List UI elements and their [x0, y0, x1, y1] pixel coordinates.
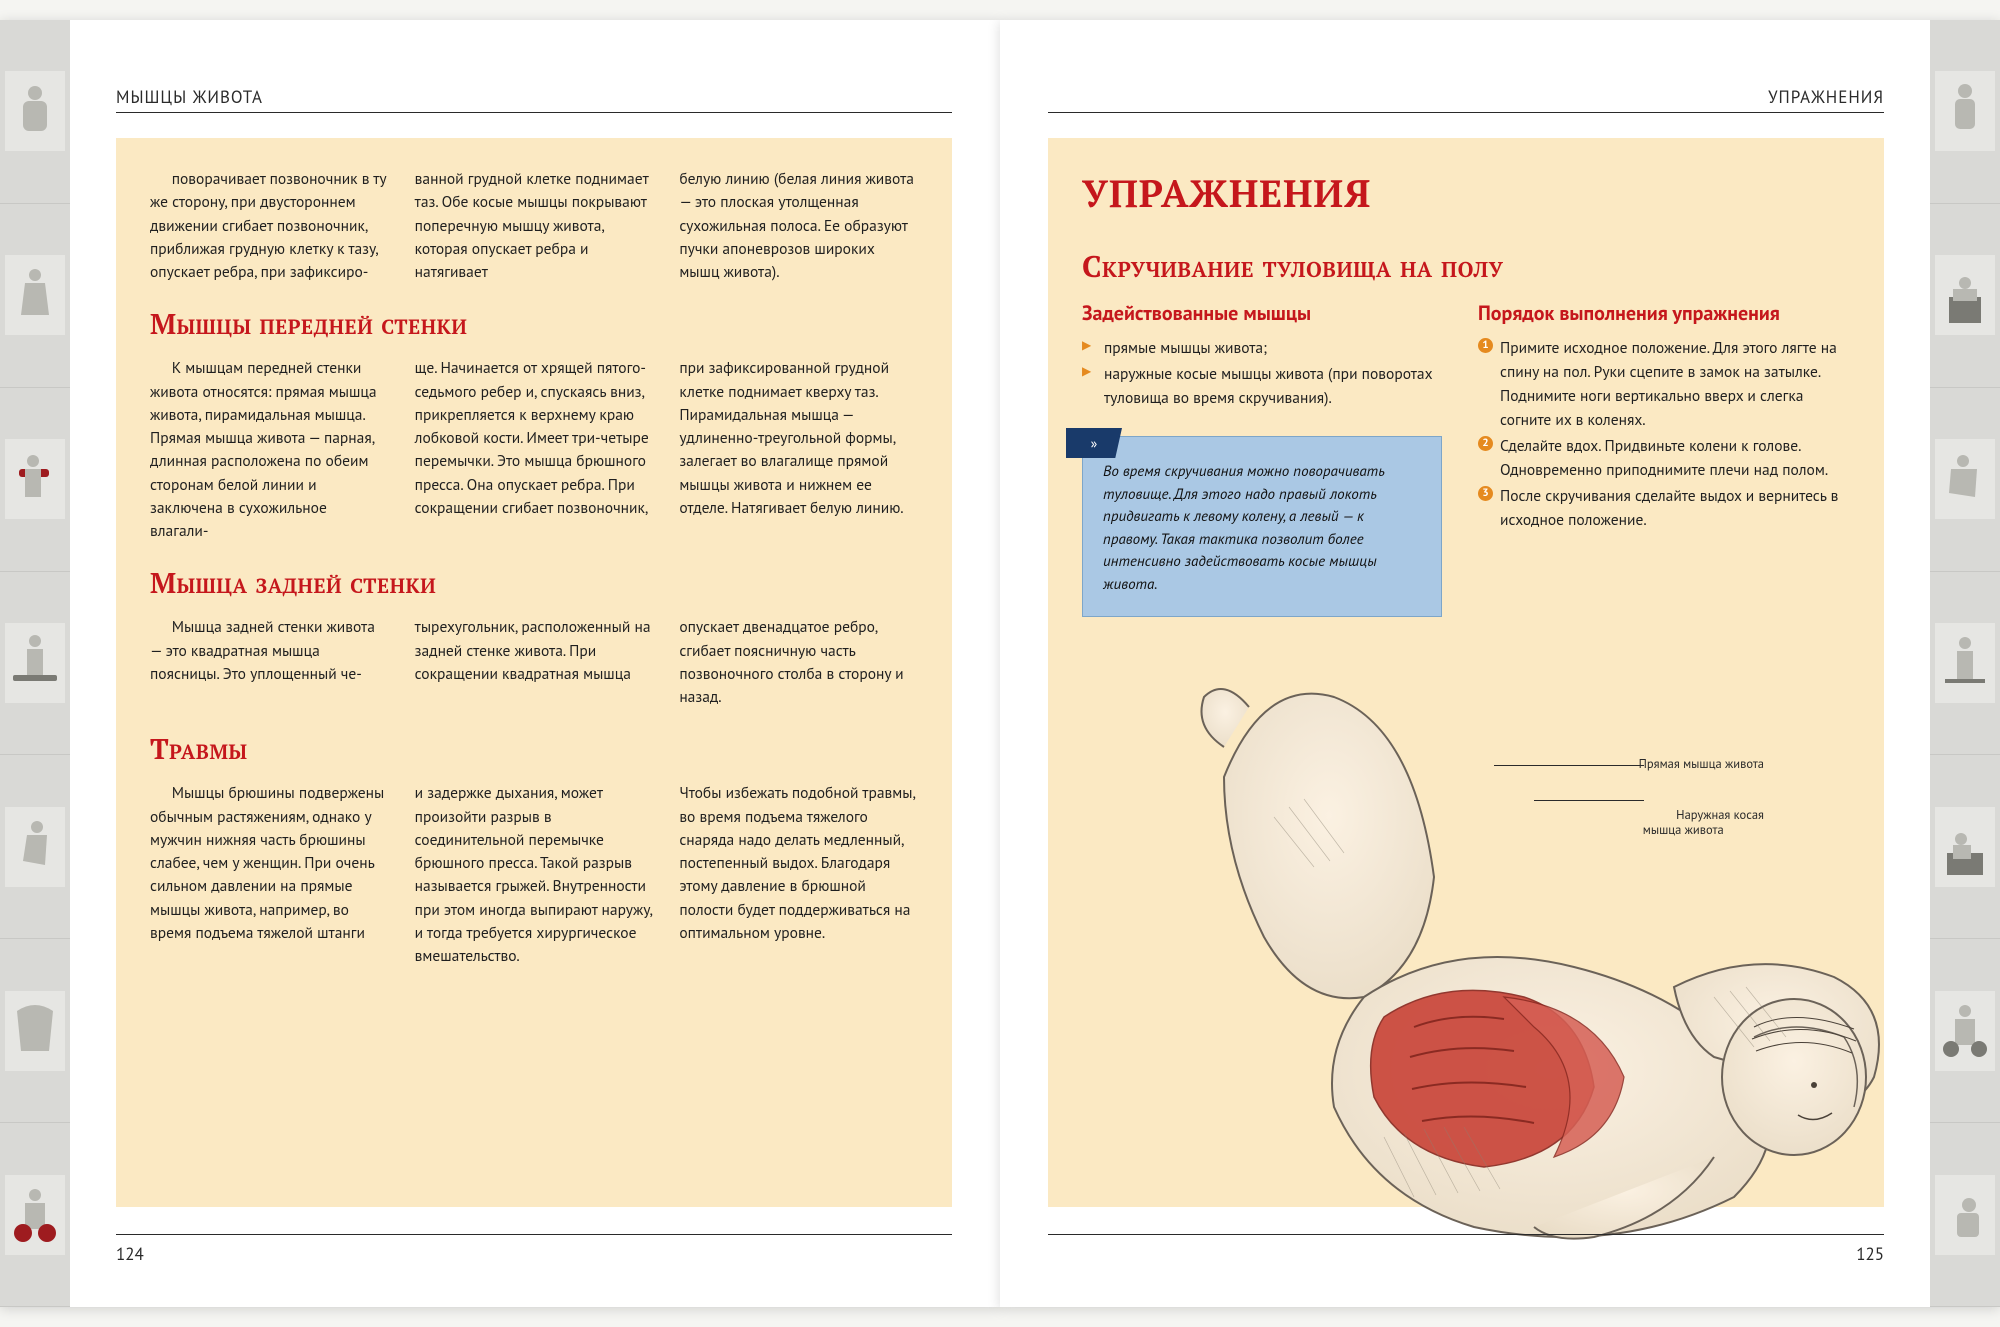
body-col: ще. Начинается от хрящей пятого-седьмого…	[415, 357, 654, 520]
callout-label: Наружная косая мышца живота	[1643, 807, 1764, 839]
thumb-strip-left	[0, 20, 70, 1307]
muscles-list: прямые мышцы живота; наружные косые мышц…	[1082, 336, 1442, 410]
sidebar-thumb	[0, 572, 70, 756]
runhead-rule	[1048, 112, 1884, 113]
muscles-heading: Задействованные мышцы	[1082, 300, 1442, 326]
page-left: МЫШЦЫ ЖИВОТА поворачивает позвоночник в …	[0, 20, 1000, 1307]
sidebar-thumb	[0, 388, 70, 572]
tip-tab-icon: »	[1066, 428, 1122, 458]
callout-oblique: Наружная косая мышца живота	[1643, 792, 1764, 870]
sidebar-thumb	[0, 204, 70, 388]
section-body: К мышцам передней стенки живота относятс…	[150, 357, 918, 543]
book-spread: МЫШЦЫ ЖИВОТА поворачивает позвоночник в …	[0, 20, 2000, 1307]
tip-box: » Во время скручивания можно поворачиват…	[1082, 436, 1442, 617]
intro-col1: поворачивает позвоночник в ту же сторону…	[150, 168, 389, 284]
folio-rule	[116, 1234, 952, 1235]
anatomy-illustration: Прямая мышца живота Наружная косая мышца…	[1154, 637, 1914, 1277]
body-col: опускает двенадцатое ребро, сгибает пояс…	[679, 616, 918, 709]
step-item: Примите исходное положение. Для этого ля…	[1478, 336, 1850, 432]
body-col: тырехугольник, расположенный на задней с…	[415, 616, 654, 686]
intro-col2: ванной грудной клетке поднимает таз. Обе…	[415, 168, 654, 284]
body-col: при зафиксированной грудной клетке подни…	[679, 357, 918, 520]
intro-paragraph: поворачивает позвоночник в ту же сторону…	[150, 168, 918, 284]
steps-column: Порядок выполнения упражнения Примите ис…	[1478, 300, 1850, 617]
steps-list: Примите исходное положение. Для этого ля…	[1478, 336, 1850, 532]
step-text: После скручивания сделайте выдох и верни…	[1500, 486, 1838, 530]
running-head-right: УПРАЖНЕНИЯ	[1768, 86, 1884, 108]
sidebar-thumb	[1930, 572, 2000, 756]
page-number-left: 124	[116, 1243, 144, 1265]
sidebar-thumb	[1930, 204, 2000, 388]
page-right: УПРАЖНЕНИЯ УПРАЖНЕНИЯ Скручивание тулови…	[1000, 20, 2000, 1307]
runhead-rule	[116, 112, 952, 113]
section-heading: Мышца задней стенки	[150, 565, 918, 602]
sidebar-thumb	[1930, 755, 2000, 939]
section-body: Мышцы брюшины подвержены обычным растяже…	[150, 782, 918, 968]
sidebar-thumb	[1930, 20, 2000, 204]
body-col: К мышцам передней стенки живота относятс…	[150, 357, 389, 543]
two-column-layout: Задействованные мышцы прямые мышцы живот…	[1082, 300, 1850, 617]
exercise-subtitle: Скручивание туловища на полу	[1082, 246, 1850, 286]
sidebar-thumb	[1930, 388, 2000, 572]
step-text: Сделайте вдох. Придвиньте колени к голов…	[1500, 436, 1828, 480]
step-item: Сделайте вдох. Придвиньте колени к голов…	[1478, 434, 1850, 482]
page-number-right: 125	[1856, 1243, 1884, 1265]
running-head-left: МЫШЦЫ ЖИВОТА	[116, 86, 263, 108]
sidebar-thumb	[0, 939, 70, 1123]
callout-label: Прямая мышца живота	[1639, 756, 1764, 772]
intro-col3: белую линию (белая линия живота — это пл…	[679, 168, 918, 284]
muscle-item: прямые мышцы живота;	[1082, 336, 1442, 360]
body-col: Чтобы избежать подобной травмы, во время…	[679, 782, 918, 945]
sidebar-thumb	[0, 1123, 70, 1307]
step-item: После скручивания сделайте выдох и верни…	[1478, 484, 1850, 532]
section-heading: Травмы	[150, 731, 918, 768]
sidebar-thumb	[0, 755, 70, 939]
callout-rectus: Прямая мышца живота	[1639, 757, 1764, 773]
steps-heading: Порядок выполнения упражнения	[1478, 300, 1850, 326]
content-panel-right: УПРАЖНЕНИЯ Скручивание туловища на полу …	[1048, 138, 1884, 1207]
tip-text: Во время скручивания можно поворачивать …	[1082, 436, 1442, 617]
thumb-strip-right	[1930, 20, 2000, 1307]
folio-rule	[1048, 1234, 1884, 1235]
sidebar-thumb	[0, 20, 70, 204]
body-col: и задержке дыхания, может произойти разр…	[415, 782, 654, 968]
page-title: УПРАЖНЕНИЯ	[1082, 168, 1850, 218]
sidebar-thumb	[1930, 1123, 2000, 1307]
body-col: Мышцы брюшины подвержены обычным растяже…	[150, 782, 389, 945]
sidebar-thumb	[1930, 939, 2000, 1123]
muscles-column: Задействованные мышцы прямые мышцы живот…	[1082, 300, 1442, 617]
body-col: Мышца задней стенки живота — это квадрат…	[150, 616, 389, 686]
muscle-item: наружные косые мышцы живота (при поворот…	[1082, 362, 1442, 410]
step-text: Примите исходное положение. Для этого ля…	[1500, 338, 1837, 430]
section-heading: Мышцы передней стенки	[150, 306, 918, 343]
section-body: Мышца задней стенки живота — это квадрат…	[150, 616, 918, 709]
content-panel-left: поворачивает позвоночник в ту же сторону…	[116, 138, 952, 1207]
